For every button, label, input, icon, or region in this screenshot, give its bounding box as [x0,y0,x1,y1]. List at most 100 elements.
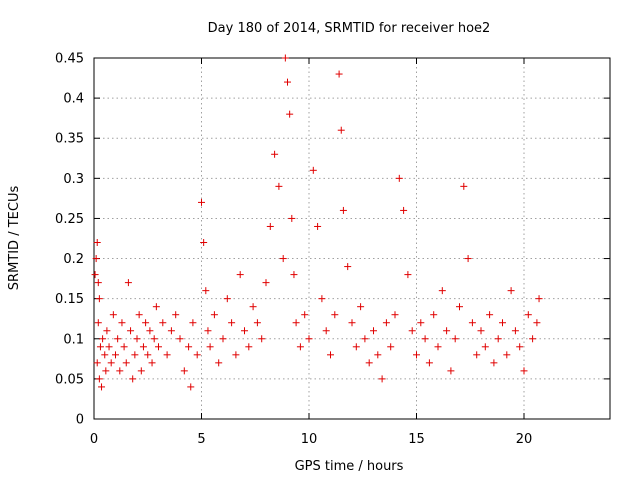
data-point [99,335,107,343]
data-point [490,359,498,367]
data-point [223,295,231,303]
data-point [172,311,180,319]
data-point [286,110,294,118]
data-point [187,383,195,391]
data-point [327,351,334,359]
data-point [494,335,502,343]
y-tick-label: 0.4 [63,92,84,107]
points-layer [91,54,543,391]
data-point [464,255,472,263]
data-point [438,287,446,295]
data-point [417,319,425,327]
data-point [382,319,390,327]
data-point [292,319,300,327]
tick-layer [93,57,610,420]
chart-title: Day 180 of 2014, SRMTID for receiver hoe… [208,21,491,36]
data-point [198,198,205,206]
data-point [152,303,160,311]
data-point [374,351,382,359]
data-point [137,367,145,375]
data-point [395,174,403,182]
data-point [219,335,227,343]
data-point [535,295,543,303]
data-point [322,327,330,335]
data-point [241,327,248,335]
y-tick-label: 0.1 [63,332,84,347]
data-point [400,206,408,214]
data-point [202,287,210,295]
data-point [95,295,103,303]
data-point [391,311,399,319]
data-point [144,351,152,359]
y-tick-label: 0.15 [55,292,84,307]
data-point [107,359,115,367]
x-tick-label: 20 [516,432,533,447]
data-point [344,263,352,271]
data-point [185,343,193,351]
data-point [253,319,261,327]
data-point [210,311,218,319]
data-point [102,367,110,375]
data-point [103,327,111,335]
data-point [148,359,156,367]
data-point [361,335,369,343]
data-point [481,343,489,351]
y-tick-label: 0 [76,413,84,428]
data-point [124,279,132,287]
data-point [337,126,345,134]
data-point [94,319,102,327]
y-tick-label: 0.35 [55,132,84,147]
y-tick-label: 0.2 [63,252,84,267]
data-point [189,319,197,327]
data-point [529,335,537,343]
data-point [120,343,128,351]
data-point [451,335,459,343]
data-point [91,271,99,279]
data-point [155,343,162,351]
data-point [129,375,137,383]
data-point [421,335,429,343]
data-point [118,319,126,327]
data-point [101,351,109,359]
data-point [127,327,135,335]
data-point [114,335,122,343]
data-point [339,206,347,214]
data-point [516,343,524,351]
data-point [348,319,356,327]
data-point [357,303,365,311]
y-tick-label: 0.45 [55,52,84,67]
data-point [430,311,438,319]
data-point [95,375,103,383]
data-point [331,311,339,319]
data-point [387,343,395,351]
tick-label-layer: 0 0.05 0.1 0.15 0.2 0.25 0.3 0.35 0.4 0.45 0 5 10 15 2… [55,52,532,448]
data-point [352,343,360,351]
data-point [204,327,212,335]
data-point [296,343,304,351]
data-point [176,335,184,343]
data-point [266,222,274,230]
data-point [249,303,257,311]
data-point [288,214,296,222]
data-point [473,351,481,359]
data-point [425,359,433,367]
data-point [378,375,386,383]
data-point [116,367,124,375]
x-tick-label: 10 [301,432,318,447]
data-point [122,359,130,367]
data-point [180,367,188,375]
data-point [456,303,463,311]
data-point [279,255,287,263]
data-point [131,351,139,359]
data-point [150,335,158,343]
data-point [193,351,201,359]
x-tick-label: 0 [90,432,98,447]
data-point [499,319,506,327]
data-point [511,327,519,335]
data-point [228,319,236,327]
data-point [245,343,253,351]
data-point [404,271,412,279]
data-point [105,343,113,351]
data-point [434,343,442,351]
data-point [93,359,101,367]
